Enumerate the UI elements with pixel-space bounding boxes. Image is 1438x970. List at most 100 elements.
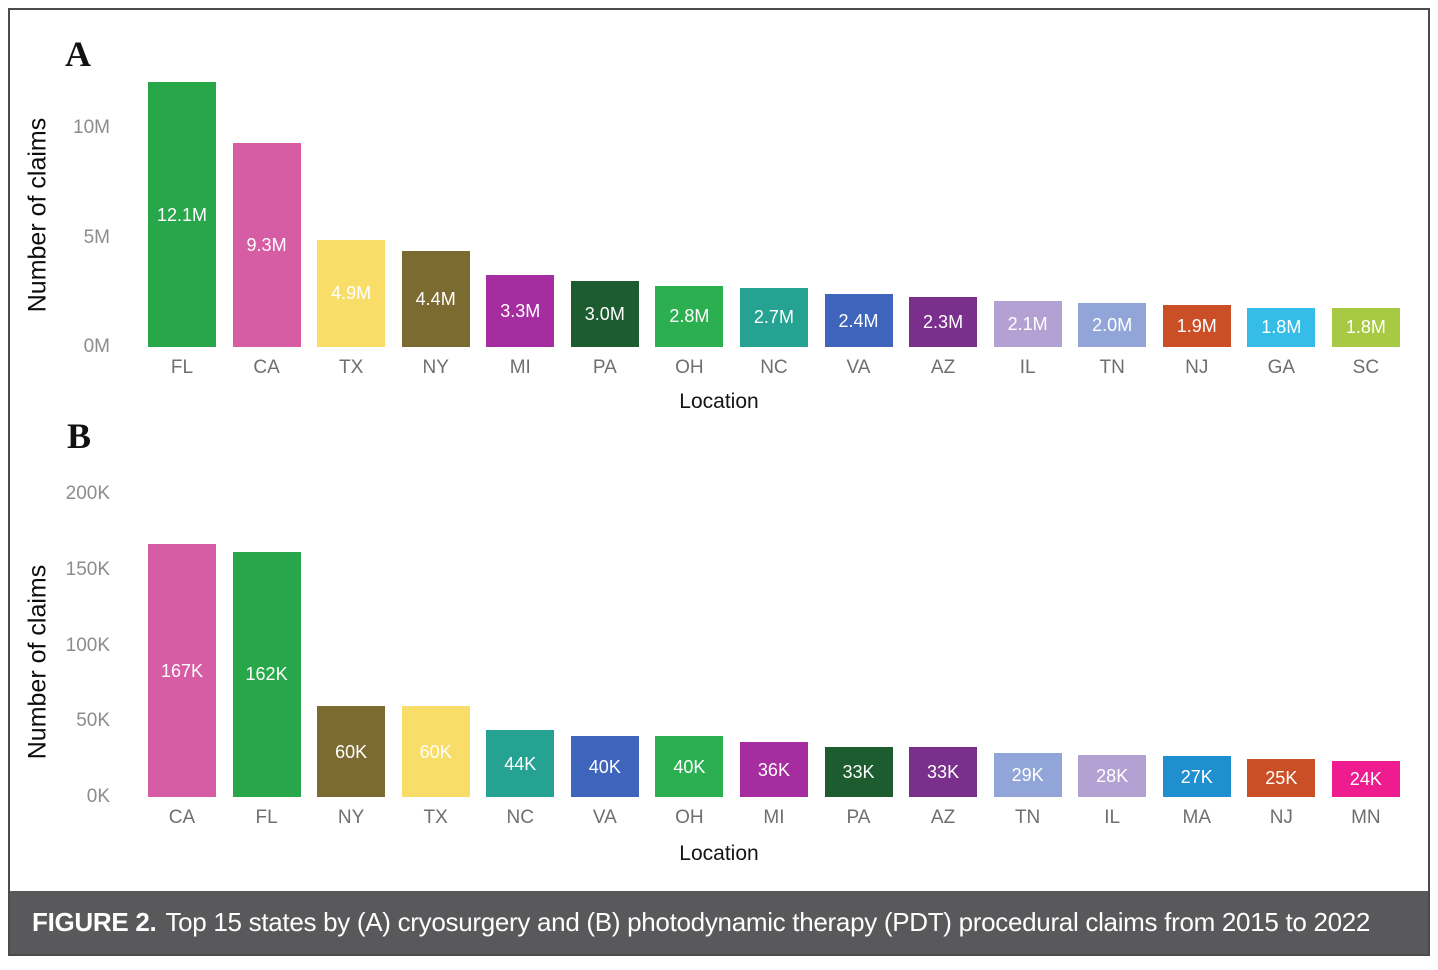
x-category-label: NC xyxy=(760,357,788,378)
bar-slot: 40K OH xyxy=(655,494,724,827)
chart-panel-a: A Number of claims 12.1M FL 9.3M CA 4.9M TX 4.… xyxy=(10,10,1428,414)
bar-nc: 2.7M xyxy=(739,287,808,347)
bar-slot: 2.4M VA xyxy=(824,77,893,377)
x-category-label: AZ xyxy=(930,807,956,828)
bar-ma: 27K xyxy=(1162,756,1231,797)
x-category-label: SC xyxy=(1352,357,1380,378)
bar-fl: 162K xyxy=(232,551,301,797)
figure-frame: A Number of claims 12.1M FL 9.3M CA 4.9M TX 4.… xyxy=(8,8,1430,956)
bar-value-label: 24K xyxy=(1349,768,1382,789)
y-axis-tick-label: 10M xyxy=(73,117,110,139)
bar-oh: 40K xyxy=(655,736,724,797)
bar-pa: 3.0M xyxy=(570,281,639,347)
caption-label: FIGURE 2. xyxy=(32,907,157,937)
bar-value-label: 2.8M xyxy=(669,306,710,327)
bar-slot: 3.0M PA xyxy=(570,77,639,377)
bar-slot: 25K NJ xyxy=(1247,494,1316,827)
x-category-label: NC xyxy=(506,807,534,828)
bar-slot: 1.8M SC xyxy=(1331,77,1400,377)
bar-value-label: 12.1M xyxy=(156,204,208,225)
bar-value-label: 1.9M xyxy=(1176,316,1217,337)
x-category-label: FL xyxy=(170,357,194,378)
bar-value-label: 40K xyxy=(673,756,706,777)
bar-slot: 12.1M FL xyxy=(148,77,216,377)
plot-area-a: 12.1M FL 9.3M CA 4.9M TX 4.4M NY 3.3M MI 3.0M PA 2.8… xyxy=(73,77,1400,377)
bar-slot: 162K FL xyxy=(232,494,301,827)
bar-value-label: 40K xyxy=(588,756,621,777)
bar-value-label: 4.4M xyxy=(415,288,456,309)
x-category-label: NJ xyxy=(1185,357,1209,378)
bar-value-label: 2.3M xyxy=(923,311,964,332)
bar-mi: 36K xyxy=(739,742,808,797)
bar-slot: 44K NC xyxy=(486,494,555,827)
bar-slot: 33K AZ xyxy=(909,494,978,827)
x-category-label: TX xyxy=(423,807,448,828)
bar-tn: 2.0M xyxy=(1078,303,1147,347)
x-category-label: MN xyxy=(1351,807,1381,828)
y-axis-tick-label: 100K xyxy=(65,634,110,656)
bar-value-label: 29K xyxy=(1011,765,1044,786)
y-axis-tick-label: 50K xyxy=(76,710,110,732)
y-axis-tick-label: 0M xyxy=(83,336,110,357)
x-category-label: PA xyxy=(846,807,871,828)
x-category-label: VA xyxy=(592,807,617,828)
bar-slot: 60K NY xyxy=(317,494,386,827)
bar-value-label: 25K xyxy=(1265,768,1298,789)
x-axis-title: Location xyxy=(679,842,759,865)
bar-az: 33K xyxy=(909,747,978,797)
bar-slot: 24K MN xyxy=(1331,494,1400,827)
caption-bar: FIGURE 2. Top 15 states by (A) cryosurge… xyxy=(10,891,1428,954)
bar-value-label: 2.7M xyxy=(753,307,794,328)
y-axis-label: Number of claims xyxy=(23,117,52,313)
bar-value-label: 33K xyxy=(927,762,960,782)
x-category-label: IL xyxy=(1019,357,1036,378)
bar-tn: 29K xyxy=(993,753,1062,797)
bar-az: 2.3M xyxy=(909,296,978,347)
chart-panel-b: B Number of claims 167K CA 162K FL 60K NY 60K T… xyxy=(10,414,1428,891)
x-category-label: CA xyxy=(253,357,280,378)
bar-slot: 27K MA xyxy=(1162,494,1231,827)
bar-value-label: 167K xyxy=(160,660,204,681)
bar-slot: 3.3M MI xyxy=(486,77,555,377)
bar-nj: 1.9M xyxy=(1162,305,1231,347)
x-category-label: FL xyxy=(255,807,278,828)
bar-slot: 1.8M GA xyxy=(1247,77,1316,377)
bar-value-label: 1.8M xyxy=(1345,317,1386,338)
bar-nc: 44K xyxy=(486,730,555,797)
bar-slot: 2.1M IL xyxy=(993,77,1062,377)
bar-value-label: 2.1M xyxy=(1007,314,1048,334)
bar-il: 2.1M xyxy=(993,301,1062,347)
bar-slot: 2.7M NC xyxy=(739,77,808,377)
x-category-label: VA xyxy=(846,357,871,378)
x-category-label: CA xyxy=(168,807,196,828)
bar-slot: 4.9M TX xyxy=(317,77,386,377)
bar-value-label: 3.3M xyxy=(500,300,541,321)
bar-value-label: 2.0M xyxy=(1092,315,1133,336)
bar-slot: 167K CA xyxy=(148,494,216,827)
y-axis-tick-label: 0K xyxy=(86,786,110,807)
x-category-label: TN xyxy=(1014,807,1041,828)
bar-oh: 2.8M xyxy=(655,285,724,347)
bar-slot: 28K IL xyxy=(1078,494,1147,827)
x-category-label: NY xyxy=(337,807,365,828)
bar-slot: 29K TN xyxy=(993,494,1062,827)
bar-slot: 40K VA xyxy=(570,494,639,827)
x-category-label: GA xyxy=(1267,357,1296,378)
x-category-label: MA xyxy=(1182,807,1212,828)
bars-container: 12.1M FL 9.3M CA 4.9M TX 4.4M NY 3.3M MI 3.0M PA 2.8… xyxy=(148,77,1400,377)
bar-nj: 25K xyxy=(1247,759,1316,797)
bars-container: 167K CA 162K FL 60K NY 60K TX 44K NC 40K VA 40K OH 36K… xyxy=(148,494,1400,827)
bar-slot: 60K TX xyxy=(401,494,470,827)
bar-ny: 60K xyxy=(317,706,386,797)
bar-value-label: 1.8M xyxy=(1261,317,1302,338)
bar-slot: 1.9M NJ xyxy=(1162,77,1231,377)
bar-mi: 3.3M xyxy=(486,274,555,347)
x-category-label: TN xyxy=(1099,357,1125,378)
bar-value-label: 44K xyxy=(504,753,537,774)
panel-label-b: B xyxy=(67,416,92,456)
bar-slot: 9.3M CA xyxy=(232,77,301,377)
bar-value-label: 3.0M xyxy=(584,304,625,325)
bar-ny: 4.4M xyxy=(401,250,470,347)
y-axis-tick-label: 5M xyxy=(83,226,110,248)
x-axis-title: Location xyxy=(679,390,759,413)
